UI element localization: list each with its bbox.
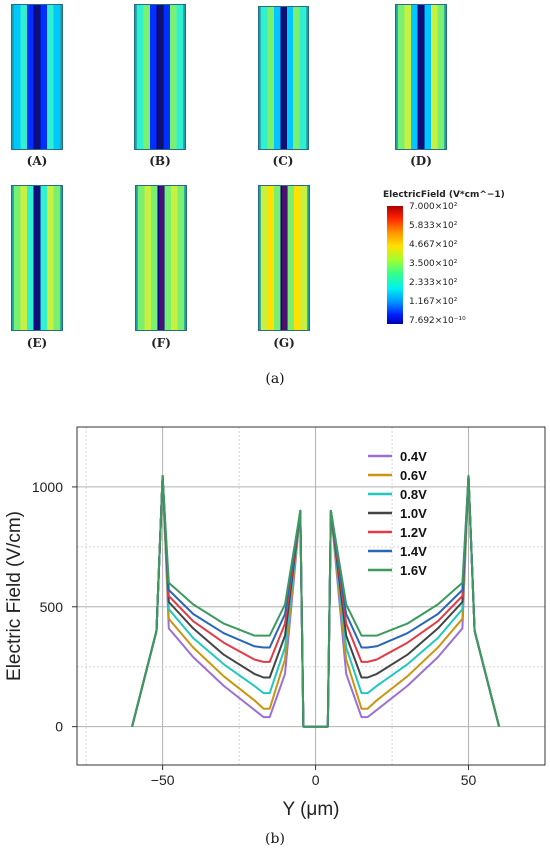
field-map-panel-a (11, 4, 63, 150)
field-map-center-channel (159, 186, 164, 330)
colorbar-tick-3: 3.500×10² (409, 259, 458, 269)
panel-label-a: (A) (26, 154, 48, 168)
y-tick-label: 500 (40, 599, 64, 615)
chart-series (131, 475, 501, 728)
caption-b: (b) (265, 831, 285, 847)
plot-frame (76, 426, 546, 766)
field-map-panel-e (11, 185, 63, 331)
field-map-panel-b (134, 4, 186, 150)
colorbar-tick-0: 7.000×10² (409, 202, 458, 212)
caption-a: (a) (265, 371, 285, 387)
colorbar-tick-5: 1.167×10² (409, 297, 458, 307)
y-axis-label: Electric Field (V/cm) (4, 511, 25, 681)
x-tick-label: 50 (461, 772, 477, 788)
panel-label-b: (B) (149, 154, 171, 168)
field-map-panel-f (135, 185, 187, 331)
panel-label-c: (C) (272, 154, 294, 168)
x-tick-label: −50 (151, 772, 175, 788)
y-tick-label: 0 (55, 719, 63, 735)
x-tick-label: 0 (312, 772, 320, 788)
legend-label: 0.4V (400, 449, 427, 464)
chart-legend: 0.4V 0.6V 0.8V 1.0V 1.2V 1.4V 1.6V (368, 449, 427, 578)
colorbar-tick-2: 4.667×10² (409, 240, 458, 250)
colorbar-title: ElectricField (V*cm^−1) (383, 190, 505, 200)
field-map-panel-c (258, 6, 309, 150)
colorbar: ElectricField (V*cm^−1) 7.000×10² 5.833×… (383, 190, 543, 330)
field-map-center-channel (35, 5, 40, 149)
legend-label: 1.4V (400, 544, 427, 559)
colorbar-tick-1: 5.833×10² (409, 221, 458, 231)
colorbar-gradient (387, 206, 403, 324)
colorbar-tick-6: 7.692×10⁻¹⁰ (409, 316, 466, 326)
field-map-center-channel (282, 186, 287, 330)
field-map-center-channel (158, 5, 163, 149)
chart-grid (77, 427, 545, 765)
panel-label-e: (E) (26, 336, 48, 350)
field-map-center-channel (281, 7, 287, 149)
legend-label: 0.6V (400, 468, 427, 483)
colorbar-tick-4: 2.333×10² (409, 278, 458, 288)
panel-label-d: (D) (410, 154, 432, 168)
y-tick-label: 1000 (32, 479, 63, 495)
legend-label: 0.8V (400, 487, 427, 502)
field-map-panel-d (395, 4, 447, 150)
figure-a: (A) (B) (C) (D) (E) (F) (G) ElectricFiel… (0, 0, 550, 395)
field-map-center-channel (35, 186, 40, 330)
series-line-1-6V (131, 475, 501, 728)
legend-label: 1.0V (400, 506, 427, 521)
panel-label-g: (G) (273, 336, 295, 350)
field-map-center-channel (419, 5, 424, 149)
field-map-panel-g (258, 185, 310, 331)
panel-label-f: (F) (151, 336, 171, 350)
x-axis-label: Y (μm) (282, 799, 339, 820)
legend-label: 1.6V (400, 563, 427, 578)
legend-label: 1.2V (400, 525, 427, 540)
